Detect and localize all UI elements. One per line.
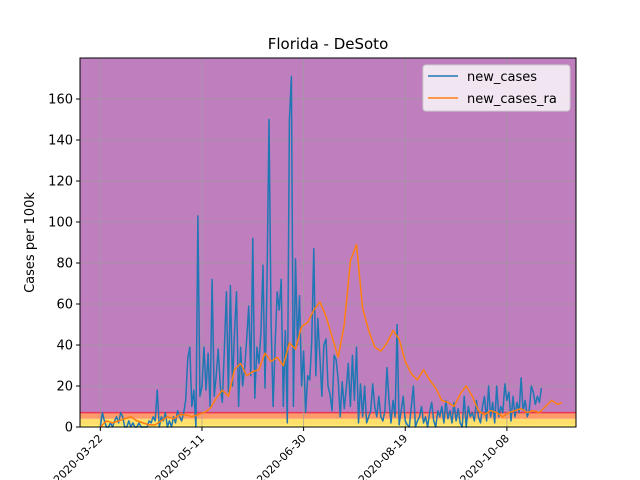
- y-tick-label-120: 120: [48, 175, 73, 190]
- y-tick-label-60: 60: [56, 298, 73, 313]
- x-tick-label-2020-03-22: 2020-03-22: [51, 432, 105, 480]
- y-tick-label-140: 140: [48, 134, 73, 149]
- chart-title: Florida - DeSoto: [268, 35, 389, 53]
- x-tick-label-2020-06-30: 2020-06-30: [254, 432, 308, 480]
- legend: new_cases new_cases_ra: [423, 65, 570, 111]
- y-axis-label: Cases per 100k: [23, 192, 38, 293]
- y-tick-label-100: 100: [48, 216, 73, 231]
- legend-label-new-cases-ra: new_cases_ra: [467, 92, 557, 107]
- y-tick-label-20: 20: [56, 380, 73, 395]
- y-tick-label-80: 80: [56, 257, 73, 272]
- x-tick-label-2020-08-19: 2020-08-19: [356, 432, 410, 480]
- y-tick-label-40: 40: [56, 339, 73, 354]
- y-tick-label-160: 160: [48, 93, 73, 108]
- x-tick-label-2020-05-11: 2020-05-11: [153, 432, 207, 480]
- x-tick-label-2020-10-08: 2020-10-08: [458, 432, 512, 480]
- y-tick-label-0: 0: [65, 421, 73, 436]
- legend-label-new-cases: new_cases: [467, 70, 537, 85]
